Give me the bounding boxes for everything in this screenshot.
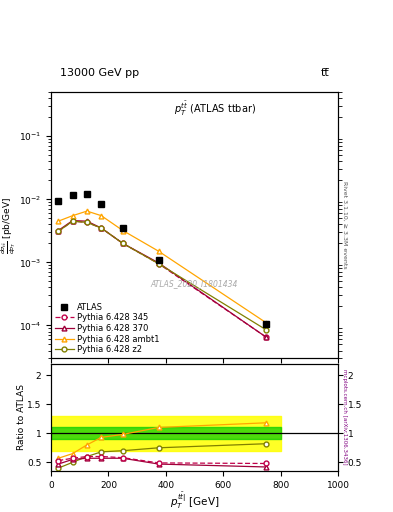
Line: Pythia 6.428 345: Pythia 6.428 345 (56, 219, 269, 339)
Text: $p_T^{t\bar{t}}$ (ATLAS ttbar): $p_T^{t\bar{t}}$ (ATLAS ttbar) (174, 100, 255, 118)
Text: tt̅: tt̅ (321, 68, 329, 78)
Line: Pythia 6.428 z2: Pythia 6.428 z2 (56, 219, 269, 332)
Pythia 6.428 z2 (156, 261, 161, 267)
Pythia 6.428 345 (264, 334, 269, 340)
Pythia 6.428 z2 (70, 218, 75, 224)
ATLAS (156, 257, 161, 263)
ATLAS (70, 193, 75, 199)
ATLAS (99, 201, 104, 207)
ATLAS (264, 321, 269, 327)
Pythia 6.428 ambt1 (120, 227, 125, 233)
ATLAS (120, 225, 125, 231)
Y-axis label: $\frac{d\sigma_{t\bar{t}}}{dp_T}$ [pb/GeV]: $\frac{d\sigma_{t\bar{t}}}{dp_T}$ [pb/Ge… (0, 197, 18, 254)
X-axis label: $p^{t\bar{t}|}_{T}$ [GeV]: $p^{t\bar{t}|}_{T}$ [GeV] (170, 491, 219, 511)
Text: mcplots.cern.ch [arXiv:1306.3436]: mcplots.cern.ch [arXiv:1306.3436] (342, 370, 347, 465)
ATLAS (56, 198, 61, 204)
Pythia 6.428 345 (56, 228, 61, 234)
Pythia 6.428 370 (120, 240, 125, 246)
Pythia 6.428 ambt1 (84, 208, 89, 214)
Pythia 6.428 370 (264, 334, 269, 340)
Pythia 6.428 ambt1 (99, 212, 104, 219)
Pythia 6.428 370 (70, 218, 75, 224)
Pythia 6.428 z2 (120, 240, 125, 246)
Pythia 6.428 ambt1 (264, 319, 269, 326)
Y-axis label: Ratio to ATLAS: Ratio to ATLAS (17, 385, 26, 450)
Pythia 6.428 ambt1 (56, 218, 61, 224)
Pythia 6.428 345 (70, 218, 75, 224)
Pythia 6.428 345 (84, 219, 89, 225)
Pythia 6.428 370 (99, 225, 104, 231)
Line: Pythia 6.428 370: Pythia 6.428 370 (56, 218, 269, 339)
Text: Rivet 3.1.10, ≥ 3.3M events: Rivet 3.1.10, ≥ 3.3M events (342, 181, 347, 269)
Text: ATLAS_2020_I1801434: ATLAS_2020_I1801434 (151, 280, 238, 288)
ATLAS (84, 191, 89, 198)
Legend: ATLAS, Pythia 6.428 345, Pythia 6.428 370, Pythia 6.428 ambt1, Pythia 6.428 z2: ATLAS, Pythia 6.428 345, Pythia 6.428 37… (55, 303, 160, 354)
Pythia 6.428 345 (120, 240, 125, 246)
Pythia 6.428 345 (99, 225, 104, 231)
Pythia 6.428 z2 (264, 327, 269, 333)
Pythia 6.428 z2 (99, 225, 104, 231)
Pythia 6.428 345 (156, 261, 161, 267)
Pythia 6.428 z2 (84, 219, 89, 225)
Pythia 6.428 370 (84, 218, 89, 224)
Line: Pythia 6.428 ambt1: Pythia 6.428 ambt1 (56, 209, 269, 325)
Pythia 6.428 z2 (56, 228, 61, 234)
Line: ATLAS: ATLAS (55, 191, 269, 327)
Pythia 6.428 ambt1 (70, 212, 75, 219)
Text: 13000 GeV pp: 13000 GeV pp (60, 68, 139, 78)
Pythia 6.428 ambt1 (156, 248, 161, 254)
Pythia 6.428 370 (156, 260, 161, 266)
Pythia 6.428 370 (56, 227, 61, 233)
